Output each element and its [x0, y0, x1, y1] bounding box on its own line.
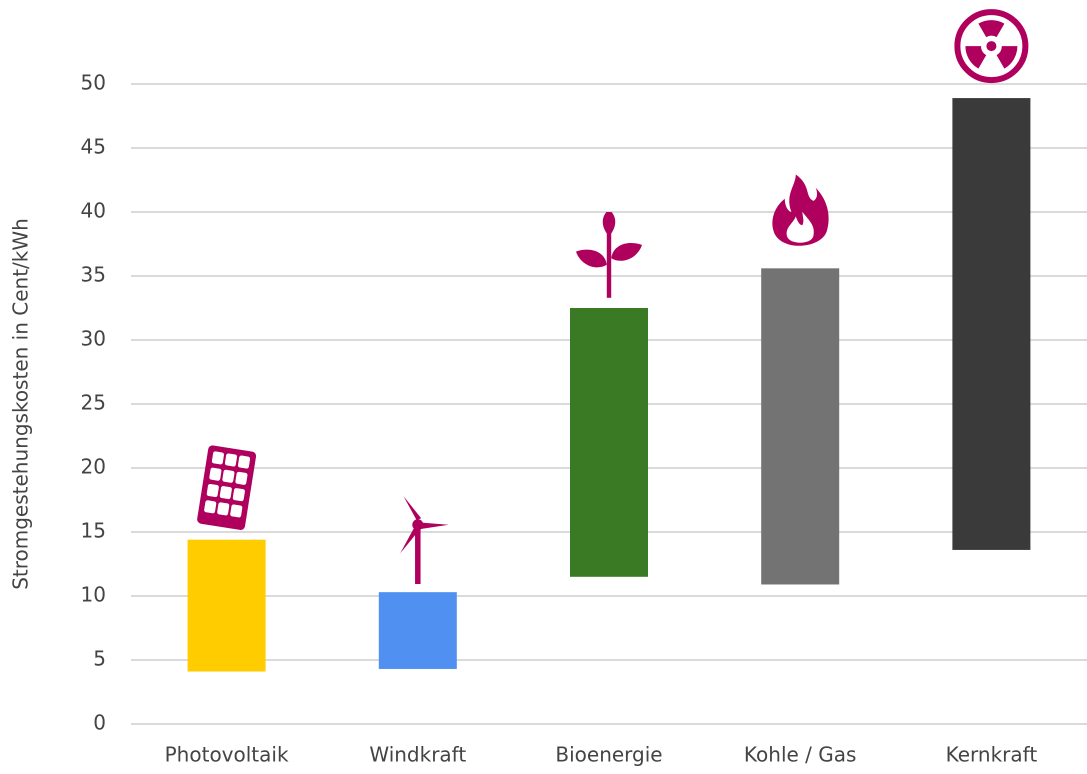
x-tick-label: Kohle / Gas: [744, 743, 857, 767]
bar: [378, 592, 457, 669]
x-tick-label: Photovoltaik: [165, 743, 289, 767]
x-tick-label: Windkraft: [369, 743, 466, 767]
y-axis-label: Stromgestehungskosten in Cent/kWh: [9, 218, 33, 590]
bar: [952, 98, 1031, 550]
y-tick-label: 30: [81, 327, 106, 351]
y-tick-label: 40: [81, 199, 106, 223]
y-tick-label: 15: [81, 519, 106, 543]
y-tick-label: 5: [93, 647, 106, 671]
icon: [772, 174, 829, 246]
y-tick-label: 20: [81, 455, 106, 479]
y-tick-label: 10: [81, 583, 106, 607]
y-tick-label: 0: [93, 711, 106, 735]
y-tick-label: 45: [81, 135, 106, 159]
icon: [400, 496, 449, 585]
x-tick-label: Bioenergie: [555, 743, 662, 767]
x-tick-label: Kernkraft: [946, 743, 1038, 767]
icon: [576, 212, 642, 298]
y-tick-label: 50: [81, 71, 106, 95]
bar: [570, 308, 648, 577]
bar: [761, 268, 840, 585]
icon: [196, 444, 257, 531]
bar: [187, 539, 266, 672]
icon: [957, 12, 1025, 80]
y-tick-label: 35: [81, 263, 106, 287]
y-tick-label: 25: [81, 391, 106, 415]
